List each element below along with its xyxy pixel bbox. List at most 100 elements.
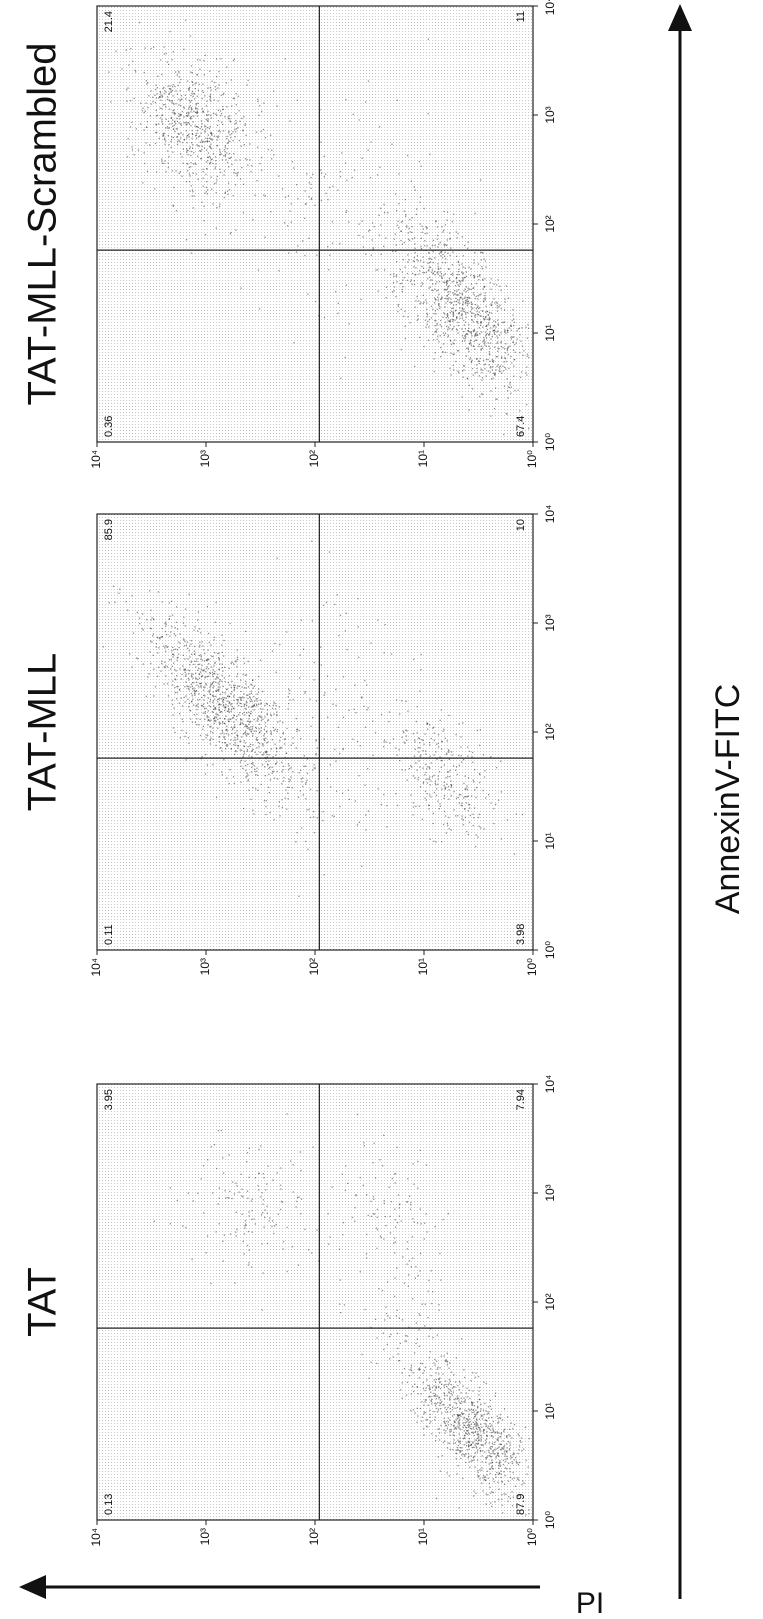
event-dot: [510, 1422, 512, 1424]
event-dot: [452, 342, 454, 344]
event-dot: [306, 809, 308, 811]
event-dot: [288, 764, 290, 767]
event-dot: [507, 1440, 510, 1443]
event-dot: [441, 226, 443, 228]
event-dot: [482, 252, 484, 254]
event-dot: [206, 675, 209, 678]
event-dot: [164, 661, 166, 663]
event-dot: [389, 1317, 391, 1319]
event-dot: [174, 686, 176, 689]
event-dot: [178, 104, 180, 106]
event-dot: [180, 114, 182, 116]
event-dot: [415, 273, 417, 276]
event-dot: [274, 728, 276, 730]
event-dot: [245, 134, 247, 136]
event-dot: [407, 316, 409, 318]
event-dot: [481, 379, 483, 381]
event-dot: [478, 1386, 481, 1389]
event-dot: [336, 593, 338, 596]
event-dot: [255, 730, 257, 732]
event-dot: [275, 1223, 277, 1226]
event-dot: [423, 1370, 426, 1372]
event-dot: [433, 312, 435, 315]
event-dot: [365, 814, 367, 816]
flow-panel: TAT-MLL0.1185.93.981010⁰10⁰10¹10¹10²10²1…: [21, 505, 558, 977]
event-dot: [523, 1448, 525, 1450]
event-dot: [463, 1437, 465, 1439]
event-dot: [409, 1195, 411, 1197]
event-dot: [234, 724, 236, 726]
event-dot: [222, 701, 225, 704]
event-dot: [398, 1207, 401, 1209]
event-dot: [262, 718, 264, 720]
event-dot: [168, 99, 170, 101]
event-dot: [171, 136, 173, 138]
event-dot: [439, 1382, 441, 1384]
event-dot: [450, 780, 452, 782]
event-dot: [186, 142, 188, 144]
event-dot: [237, 744, 240, 747]
event-dot: [214, 621, 216, 623]
event-dot: [178, 172, 180, 174]
event-dot: [228, 711, 231, 713]
event-dot: [526, 353, 529, 355]
event-dot: [221, 634, 223, 636]
event-dot: [434, 319, 436, 322]
event-dot: [476, 364, 478, 366]
event-dot: [383, 745, 385, 748]
event-dot: [212, 153, 214, 155]
event-dot: [437, 734, 440, 736]
event-dot: [365, 829, 367, 831]
event-dot: [143, 129, 145, 131]
event-dot: [146, 121, 149, 123]
event-dot: [129, 126, 132, 128]
event-dot: [381, 1289, 384, 1292]
event-dot: [196, 718, 198, 720]
event-dot: [193, 152, 195, 154]
event-dot: [462, 758, 465, 761]
event-dot: [216, 114, 218, 116]
event-dot: [247, 79, 249, 82]
event-dot: [256, 697, 258, 700]
event-dot: [429, 784, 431, 786]
event-dot: [481, 1469, 483, 1471]
event-dot: [215, 160, 217, 162]
event-dot: [506, 349, 509, 352]
event-dot: [208, 641, 210, 643]
event-dot: [236, 666, 238, 668]
event-dot: [453, 1421, 456, 1423]
event-dot: [403, 210, 406, 212]
event-dot: [448, 1475, 451, 1477]
event-dot: [176, 606, 178, 608]
event-dot: [507, 386, 510, 388]
event-dot: [159, 91, 161, 93]
event-dot: [484, 341, 486, 343]
event-dot: [186, 150, 188, 152]
event-dot: [150, 47, 152, 50]
event-dot: [278, 270, 280, 272]
event-dot: [396, 804, 399, 807]
event-dot: [251, 705, 253, 707]
event-dot: [211, 139, 213, 141]
event-dot: [411, 1236, 414, 1238]
event-dot: [396, 754, 398, 756]
event-dot: [491, 301, 493, 303]
event-dot: [296, 99, 299, 101]
event-dot: [218, 652, 220, 654]
event-dot: [247, 706, 250, 708]
event-dot: [251, 700, 253, 703]
event-dot: [280, 1188, 282, 1190]
event-dot: [481, 1418, 484, 1420]
event-dot: [458, 1433, 460, 1435]
event-dot: [433, 774, 435, 777]
event-dot: [237, 127, 239, 129]
event-dot: [437, 1386, 440, 1388]
event-dot: [483, 286, 485, 288]
event-dot: [233, 58, 236, 60]
event-dot: [437, 335, 439, 337]
event-dot: [203, 669, 205, 671]
event-dot: [240, 719, 242, 721]
event-dot: [455, 766, 458, 768]
event-dot: [222, 720, 224, 723]
event-dot: [271, 738, 274, 741]
